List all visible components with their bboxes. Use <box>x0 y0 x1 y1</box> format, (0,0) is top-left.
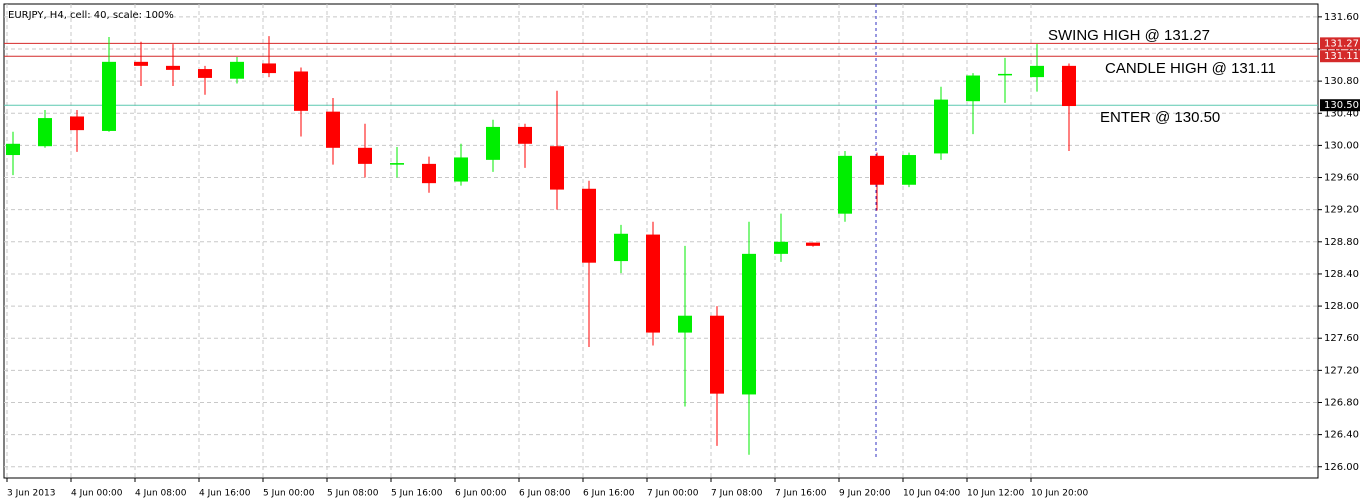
x-tick-label: 6 Jun 08:00 <box>519 489 571 499</box>
candle-body <box>966 75 980 102</box>
x-tick-label: 10 Jun 20:00 <box>1031 489 1088 499</box>
candle-body <box>326 111 340 148</box>
plot-frame <box>3 3 1319 479</box>
x-tick-label: 4 Jun 08:00 <box>135 489 187 499</box>
candle-body <box>102 61 116 131</box>
annotation: SWING HIGH @ 131.27 <box>1048 27 1210 44</box>
candle-body <box>646 234 660 333</box>
x-tick-label: 9 Jun 20:00 <box>839 489 891 499</box>
candle-body <box>838 155 852 214</box>
level-badge-label: 130.50 <box>1324 100 1359 111</box>
y-tick-label: 126.00 <box>1324 462 1359 473</box>
candle-body <box>198 69 212 78</box>
x-tick-label: 3 Jun 2013 <box>7 489 55 499</box>
candle-body <box>518 126 532 144</box>
y-tick-label: 130.00 <box>1324 140 1359 151</box>
candle-body <box>774 241 788 254</box>
candle-body <box>70 116 84 131</box>
candle-body <box>806 242 820 246</box>
y-tick-label: 129.20 <box>1324 205 1359 216</box>
candle-body <box>678 315 692 333</box>
y-tick-label: 129.60 <box>1324 173 1359 184</box>
candle-body <box>486 126 500 160</box>
x-tick-label: 5 Jun 08:00 <box>327 489 379 499</box>
x-tick-label: 7 Jun 08:00 <box>711 489 763 499</box>
candle-body <box>902 155 916 185</box>
candle-body <box>262 63 276 74</box>
y-tick-label: 128.40 <box>1324 269 1359 280</box>
candle-body <box>38 118 52 147</box>
y-tick-label: 128.00 <box>1324 301 1359 312</box>
y-tick-label: 130.40 <box>1324 108 1359 119</box>
level-badge <box>1320 99 1360 112</box>
y-tick-label: 126.80 <box>1324 397 1359 408</box>
x-tick-label: 6 Jun 16:00 <box>583 489 635 499</box>
y-tick-label: 127.60 <box>1324 333 1359 344</box>
x-tick-label: 4 Jun 00:00 <box>71 489 123 499</box>
annotation: ENTER @ 130.50 <box>1100 109 1220 126</box>
level-badge <box>1320 37 1360 50</box>
candle-body <box>134 61 148 66</box>
x-tick-label: 4 Jun 16:00 <box>199 489 251 499</box>
chart-header: EURJPY, H4, cell: 40, scale: 100% <box>8 10 174 21</box>
y-tick-label: 130.80 <box>1324 76 1359 87</box>
candle-body <box>710 315 724 394</box>
candle-body <box>1030 65 1044 78</box>
candle-body <box>550 146 564 190</box>
candle-body <box>742 253 756 395</box>
x-tick-label: 6 Jun 00:00 <box>455 489 507 499</box>
candle-body <box>166 65 180 70</box>
x-tick-label: 5 Jun 00:00 <box>263 489 315 499</box>
candle-body <box>6 143 20 156</box>
x-tick-label: 7 Jun 16:00 <box>775 489 827 499</box>
candle-body <box>294 71 308 111</box>
candle-body <box>454 157 468 182</box>
y-tick-label: 128.80 <box>1324 237 1359 248</box>
candle-body <box>582 188 596 263</box>
level-badge-label: 131.11 <box>1324 51 1359 62</box>
candle-body <box>934 99 948 154</box>
candle-body <box>230 61 244 79</box>
level-badge <box>1320 50 1360 63</box>
y-tick-label: 126.40 <box>1324 430 1359 441</box>
y-tick-label: 131.20 <box>1324 44 1359 55</box>
candle-body <box>870 155 884 185</box>
candle-body <box>358 147 372 164</box>
x-tick-label: 7 Jun 00:00 <box>647 489 699 499</box>
level-badge-label: 131.27 <box>1324 38 1359 49</box>
annotation: CANDLE HIGH @ 131.11 <box>1105 60 1276 77</box>
candle-body <box>1062 65 1076 107</box>
candle-body <box>390 163 404 165</box>
candle-body <box>422 163 436 184</box>
candle-body <box>614 233 628 262</box>
x-tick-label: 5 Jun 16:00 <box>391 489 443 499</box>
y-tick-label: 127.20 <box>1324 365 1359 376</box>
x-tick-label: 10 Jun 12:00 <box>967 489 1024 499</box>
x-tick-label: 10 Jun 04:00 <box>903 489 960 499</box>
y-tick-label: 131.60 <box>1324 12 1359 23</box>
candle-body <box>998 73 1012 76</box>
